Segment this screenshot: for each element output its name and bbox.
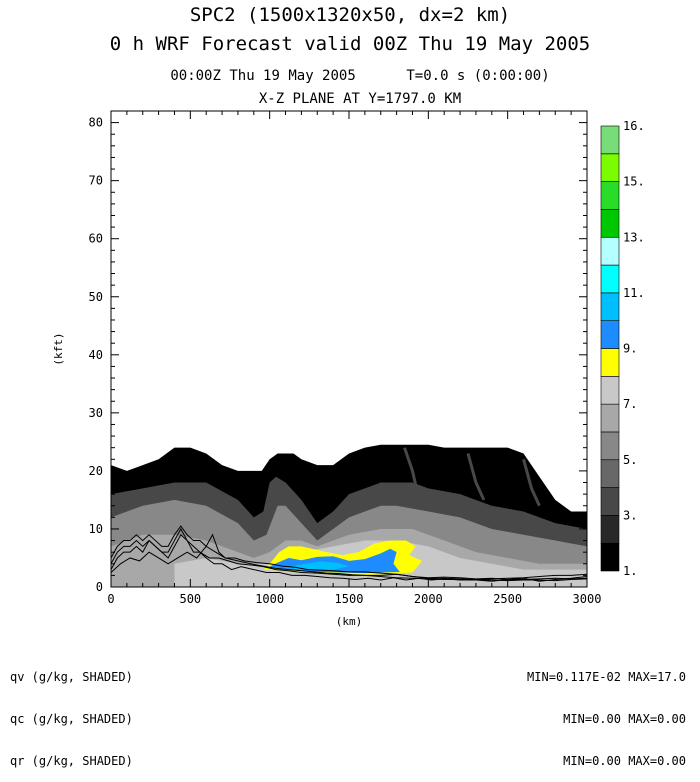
qv-streak-0 (403, 447, 422, 507)
valid-time-label: 00:00Z Thu 19 May 2005 T=0.0 s (0:00:00) (170, 68, 550, 84)
colorbar-swatch (600, 181, 620, 210)
colorbar-swatch (600, 209, 620, 238)
colorbar: 1. 3. 5. 7. 9. 11. 13. 15. 16. (600, 119, 645, 578)
colorbar-label: 11. (623, 286, 645, 300)
colorbar-swatch (600, 403, 620, 433)
field-qc-label: qc (g/kg, SHADED) (10, 712, 133, 726)
colorbar-label: 9. (623, 342, 637, 356)
x-tick-label: 1000 (255, 592, 284, 606)
qv-streak-1 (466, 453, 486, 501)
colorbar-swatch (600, 376, 620, 405)
y-tick-label: 40 (89, 348, 103, 362)
terrain-line-3 (110, 533, 588, 582)
chart-subtitle: 0 h WRF Forecast valid 00Z Thu 19 May 20… (109, 33, 591, 55)
y-tick-label: 70 (89, 174, 103, 188)
colorbar-swatch (600, 236, 620, 266)
x-tick-label: 2500 (493, 592, 522, 606)
colorbar-swatch (600, 125, 620, 155)
colorbar-swatch (600, 431, 620, 461)
colorbar-label: 15. (623, 175, 645, 189)
colorbar-label: 13. (623, 230, 645, 244)
colorbar-label: 16. (623, 119, 645, 133)
x-tick-label: 2000 (414, 592, 443, 606)
y-tick-label: 50 (89, 290, 103, 304)
colorbar-swatch (600, 153, 620, 182)
field-qv-label: qv (g/kg, SHADED) (10, 670, 133, 684)
terrain-line-2 (110, 525, 588, 580)
plane-label: X-Z PLANE AT Y=1797.0 KM (258, 91, 462, 107)
colorbar-swatch (600, 515, 620, 544)
axes: 0 500 1000 1500 2000 2500 3000 0 10 20 30 40 50 60 70 8… (52, 110, 602, 628)
y-tick-label: 20 (89, 464, 103, 478)
x-tick-label: 3000 (573, 592, 602, 606)
colorbar-swatch (600, 264, 620, 294)
x-tick-label: 0 (107, 592, 114, 606)
chart-title: SPC2 (1500x1320x50, dx=2 km) (189, 4, 511, 26)
y-tick-label: 60 (89, 232, 103, 246)
stats-qr: MIN=0.00 MAX=0.00 (563, 754, 686, 768)
stats-qv: MIN=0.117E-02 MAX=17.0 (527, 670, 686, 684)
field-stats: MIN=0.117E-02 MAX=17.0 MIN=0.00 MAX=0.00… (527, 642, 686, 782)
terrain-line-1 (110, 527, 588, 580)
colorbar-label: 3. (623, 508, 637, 522)
colorbar-label: 5. (623, 453, 637, 467)
colorbar-swatch (600, 320, 620, 349)
shaded-field (111, 444, 587, 587)
colorbar-swatch (600, 348, 620, 377)
terrain-lines (110, 525, 588, 582)
cross-section-chart: 0 500 1000 1500 2000 2500 3000 0 10 20 30 40 50 60 70 8… (52, 110, 645, 628)
x-tick-label: 500 (179, 592, 201, 606)
colorbar-swatch (600, 487, 620, 516)
y-tick-label: 10 (89, 522, 103, 536)
field-qr-label: qr (g/kg, SHADED) (10, 754, 133, 768)
y-tick-label: 30 (89, 406, 103, 420)
y-tick-label: 0 (96, 580, 103, 594)
y-axis-label: (kft) (52, 332, 65, 365)
colorbar-swatch (600, 292, 620, 321)
colorbar-swatch (600, 542, 620, 572)
x-tick-label: 1500 (335, 592, 364, 606)
x-axis-label: (km) (336, 615, 363, 628)
stats-qc: MIN=0.00 MAX=0.00 (563, 712, 686, 726)
colorbar-label: 7. (623, 397, 637, 411)
y-tick-label: 80 (89, 116, 103, 130)
qv-streak-2 (522, 458, 541, 507)
colorbar-label: 1. (623, 564, 637, 578)
field-legend: qv (g/kg, SHADED) qc (g/kg, SHADED) qr (… (10, 642, 133, 782)
colorbar-swatch (600, 459, 620, 488)
